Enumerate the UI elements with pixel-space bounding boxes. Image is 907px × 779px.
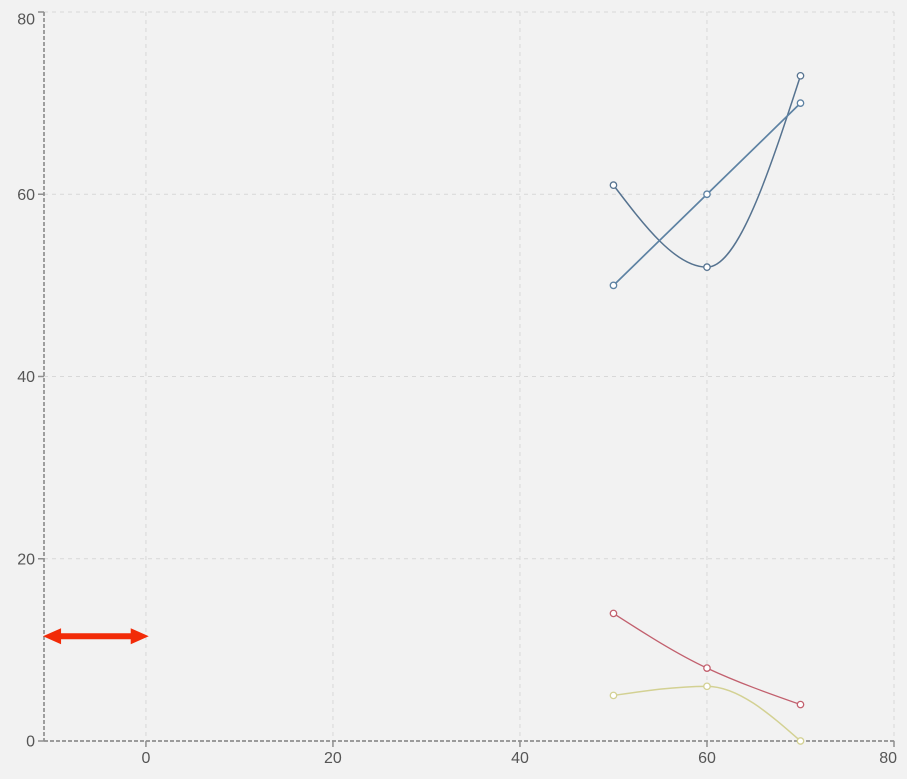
x-axis-tick-label: 60: [698, 750, 716, 767]
data-point-marker: [796, 71, 805, 80]
series-dark-blue-curve: [609, 71, 805, 271]
data-point-marker: [703, 263, 711, 271]
data-point-marker: [609, 691, 618, 700]
x-axis-tick-label: 40: [511, 750, 529, 767]
x-axis-tick-label: 20: [324, 750, 342, 767]
y-axis-tick-label: 20: [17, 551, 35, 568]
data-point-marker: [796, 737, 805, 745]
arrow-head-left: [43, 628, 62, 645]
y-axis-tick-label: 40: [17, 369, 35, 386]
data-point-marker: [796, 99, 805, 107]
gridlines: [44, 11, 895, 741]
data-point-marker: [703, 190, 711, 199]
x-axis-tick-label: 0: [141, 750, 150, 767]
series-steel-blue-line: [609, 99, 805, 290]
arrow-head-right: [130, 628, 149, 645]
y-axis-tick-label: 80: [17, 11, 35, 28]
data-point-marker: [703, 682, 711, 691]
series-red-curve: [609, 609, 805, 709]
x-axis-tick-label: 80: [879, 750, 897, 767]
red-double-arrow: [43, 628, 149, 645]
y-axis-tick-label: 60: [17, 187, 35, 204]
data-point-marker: [609, 281, 618, 290]
series-yellow-green-curve: [609, 682, 805, 745]
data-point-marker: [703, 664, 711, 672]
data-point-marker: [609, 609, 618, 618]
y-axis-tick-label: 0: [26, 734, 35, 751]
axes: 0 20 40 60 80 0 20 40 60 80: [17, 11, 897, 767]
data-point-marker: [609, 181, 618, 189]
data-point-marker: [796, 700, 805, 709]
series-path: [612, 75, 802, 268]
